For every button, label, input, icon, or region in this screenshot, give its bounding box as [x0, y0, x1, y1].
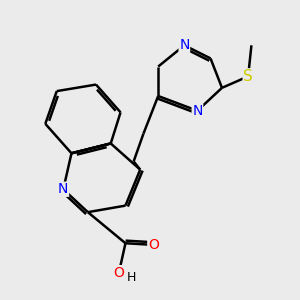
Text: N: N — [58, 182, 68, 196]
Text: O: O — [148, 238, 159, 252]
Text: N: N — [179, 38, 190, 52]
Text: N: N — [192, 104, 203, 118]
Text: O: O — [113, 266, 124, 280]
Text: S: S — [243, 69, 253, 84]
Text: H: H — [127, 271, 136, 284]
